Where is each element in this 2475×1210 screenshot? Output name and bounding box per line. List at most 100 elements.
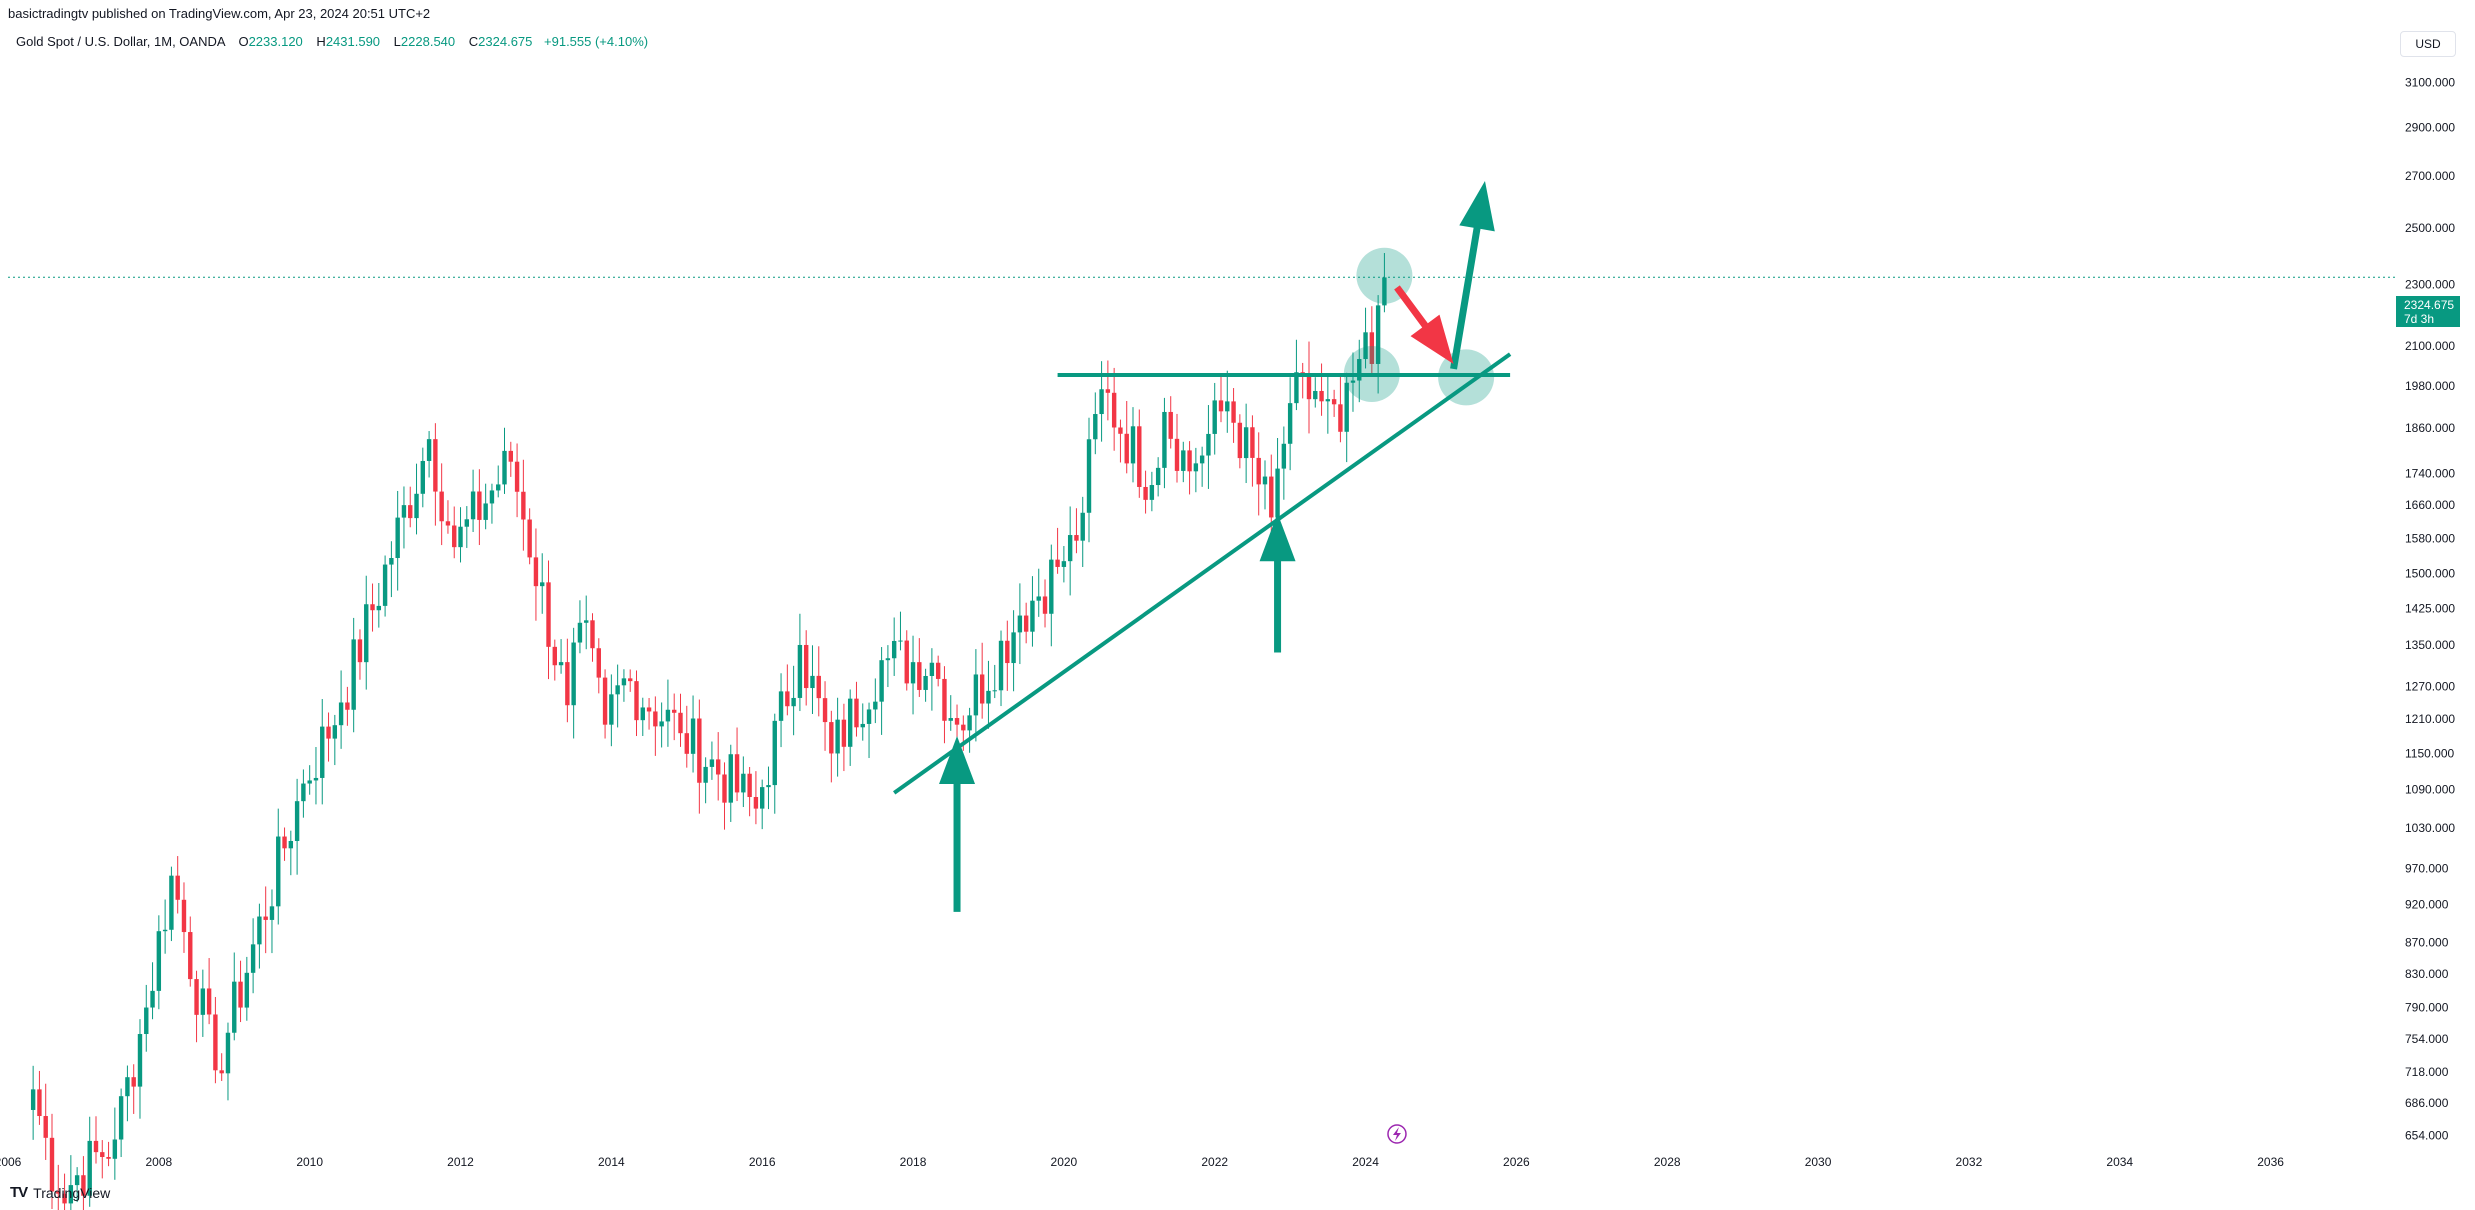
candle — [181, 882, 187, 953]
candle-body — [979, 674, 985, 704]
candle — [162, 899, 168, 954]
candle — [194, 970, 199, 1043]
candle — [785, 664, 790, 716]
candle-body — [722, 774, 727, 803]
y-tick-label: 1090.000 — [2405, 783, 2455, 797]
tradingview-logo-icon: TV — [10, 1184, 28, 1201]
candle — [502, 427, 507, 494]
candle — [345, 686, 350, 726]
y-tick-label: 686.000 — [2405, 1096, 2449, 1110]
candle-body — [150, 990, 155, 1008]
candle-body — [188, 932, 193, 980]
close-value: 2324.675 — [478, 34, 533, 49]
y-tick-label: 1210.000 — [2405, 712, 2455, 726]
candle-body — [496, 484, 501, 491]
candle — [150, 962, 155, 1020]
high-key: H — [316, 34, 326, 49]
tradingview-brand[interactable]: TV TradingView — [10, 1184, 110, 1201]
candle-body — [1363, 332, 1368, 360]
candle-body — [439, 491, 444, 522]
y-tick-label: 3100.000 — [2405, 76, 2455, 90]
candle — [747, 767, 752, 817]
candle — [891, 617, 897, 676]
candle — [56, 1164, 61, 1210]
candle-body — [181, 899, 187, 933]
candle-body — [1174, 438, 1180, 471]
lightning-event-icon[interactable] — [1387, 1124, 1407, 1144]
candle — [376, 583, 382, 628]
up-arrow-icon[interactable] — [1450, 181, 1495, 370]
up-arrow-icon[interactable] — [1259, 513, 1296, 653]
candle — [1011, 610, 1016, 692]
candle-body — [414, 493, 419, 519]
candle-body — [1005, 640, 1010, 664]
candle — [401, 486, 407, 549]
candle-body — [602, 677, 608, 725]
candle-body — [464, 519, 470, 527]
candle-body — [653, 711, 658, 727]
candle — [118, 1088, 124, 1158]
candle — [1369, 306, 1375, 376]
candle — [74, 1167, 80, 1203]
candle — [759, 779, 765, 830]
candle-body — [584, 620, 589, 623]
support-trendline[interactable] — [893, 352, 1512, 795]
candle — [1287, 377, 1293, 471]
candle — [590, 613, 595, 662]
currency-button[interactable]: USD — [2400, 31, 2456, 57]
candle — [1375, 295, 1381, 394]
candle-body — [879, 660, 884, 702]
candle-body — [797, 644, 803, 698]
candle — [477, 469, 482, 546]
candle-body — [753, 797, 759, 809]
candle-body — [1281, 443, 1287, 469]
candle-body — [1350, 380, 1356, 383]
candle-body — [634, 681, 639, 721]
candle — [238, 960, 243, 1023]
candle-body — [162, 929, 168, 932]
y-tick-label: 1270.000 — [2405, 679, 2455, 693]
candle — [1237, 414, 1243, 469]
candle-body — [803, 644, 809, 689]
symbol-legend: Gold Spot / U.S. Dollar, 1M, OANDA O2233… — [16, 34, 648, 49]
candle — [257, 903, 262, 969]
candle — [93, 1116, 99, 1164]
candle-body — [1231, 401, 1236, 423]
candle — [1382, 253, 1387, 313]
candle — [665, 679, 671, 747]
candle — [577, 600, 583, 654]
candle — [527, 508, 532, 565]
candle-body — [684, 733, 689, 754]
open-key: O — [238, 34, 249, 49]
candle-body — [1338, 404, 1343, 432]
candle-body — [250, 944, 256, 973]
y-tick-label: 1660.000 — [2405, 498, 2455, 512]
y-tick-label: 2700.000 — [2405, 169, 2455, 183]
candle-body — [847, 698, 853, 747]
candle-body — [835, 719, 840, 754]
candle-body — [1344, 382, 1349, 432]
candle-body — [1357, 359, 1362, 381]
candle — [250, 918, 256, 994]
candle — [609, 674, 614, 747]
candle-body — [546, 582, 551, 647]
candle-body — [565, 662, 570, 706]
down-arrow-icon[interactable] — [1394, 285, 1454, 364]
high-value: 2431.590 — [325, 34, 381, 49]
highlight-circle[interactable] — [1343, 345, 1400, 402]
time-axis: 2006 2008 2010 2012 2014 2016 2018 2020 2022 2024… — [0, 1155, 2284, 1169]
candle-body — [502, 450, 507, 485]
candle-body — [728, 754, 733, 803]
up-arrow-icon[interactable] — [939, 736, 976, 912]
candle-body — [338, 702, 344, 726]
candle-body — [935, 662, 941, 679]
candle-body — [74, 1175, 80, 1186]
candle — [766, 766, 771, 810]
candle-body — [1262, 476, 1268, 485]
symbol-name[interactable]: Gold Spot / U.S. Dollar, 1M, OANDA — [16, 34, 225, 49]
candle-body — [1225, 401, 1230, 412]
candle-body — [1099, 389, 1104, 415]
candle — [68, 1155, 74, 1210]
candle-body — [866, 709, 872, 724]
